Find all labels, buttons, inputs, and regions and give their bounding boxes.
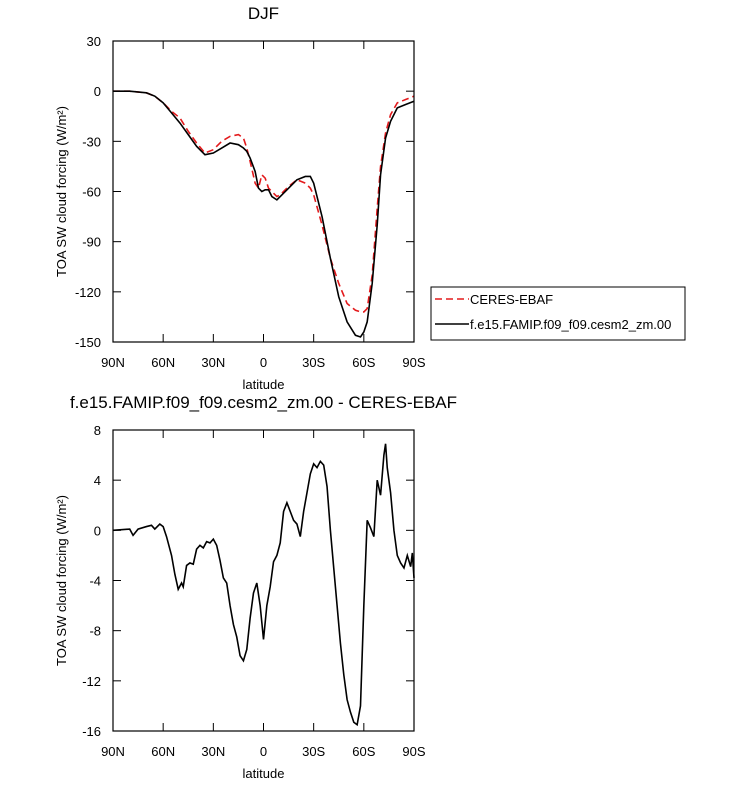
x-tick-label: 30S	[302, 744, 325, 759]
y-tick-label: 0	[94, 523, 101, 538]
x-tick-label: 0	[260, 355, 267, 370]
y-tick-label: -60	[82, 185, 101, 200]
x-tick-label: 60N	[151, 355, 175, 370]
data-line	[113, 90, 415, 313]
x-tick-label: 30N	[201, 355, 225, 370]
chart-title: f.e15.FAMIP.f09_f09.cesm2_zm.00 - CERES-…	[70, 393, 457, 412]
plot-frame	[112, 429, 415, 732]
y-tick-label: -12	[82, 674, 101, 689]
x-tick-label: 30S	[302, 355, 325, 370]
x-axis-label: latitude	[243, 377, 285, 392]
y-axis-label: TOA SW cloud forcing (W/m²)	[54, 495, 69, 666]
legend-label: CERES-EBAF	[470, 292, 553, 307]
data-line	[113, 90, 415, 338]
x-axis-label: latitude	[243, 766, 285, 781]
y-tick-label: -150	[75, 335, 101, 350]
y-tick-label: -16	[82, 724, 101, 739]
y-axis-label: TOA SW cloud forcing (W/m²)	[54, 106, 69, 277]
x-tick-label: 90S	[402, 744, 425, 759]
y-tick-label: 30	[87, 34, 101, 49]
y-tick-label: -120	[75, 285, 101, 300]
x-tick-label: 0	[260, 744, 267, 759]
y-tick-label: -30	[82, 134, 101, 149]
x-tick-label: 60S	[352, 744, 375, 759]
data-line	[112, 443, 415, 727]
x-tick-label: 60S	[352, 355, 375, 370]
y-tick-label: -4	[89, 574, 101, 589]
chart-title: DJF	[248, 4, 279, 23]
x-tick-label: 60N	[151, 744, 175, 759]
y-tick-label: -8	[89, 624, 101, 639]
y-tick-label: 4	[94, 473, 101, 488]
legend-box	[430, 286, 686, 341]
x-tick-label: 90N	[101, 744, 125, 759]
legend-label: f.e15.FAMIP.f09_f09.cesm2_zm.00	[470, 317, 671, 332]
y-tick-label: -90	[82, 235, 101, 250]
x-tick-label: 90N	[101, 355, 125, 370]
y-tick-label: 8	[94, 423, 101, 438]
y-tick-label: 0	[94, 84, 101, 99]
x-tick-label: 30N	[201, 744, 225, 759]
plot-frame	[112, 40, 415, 343]
x-tick-label: 90S	[402, 355, 425, 370]
